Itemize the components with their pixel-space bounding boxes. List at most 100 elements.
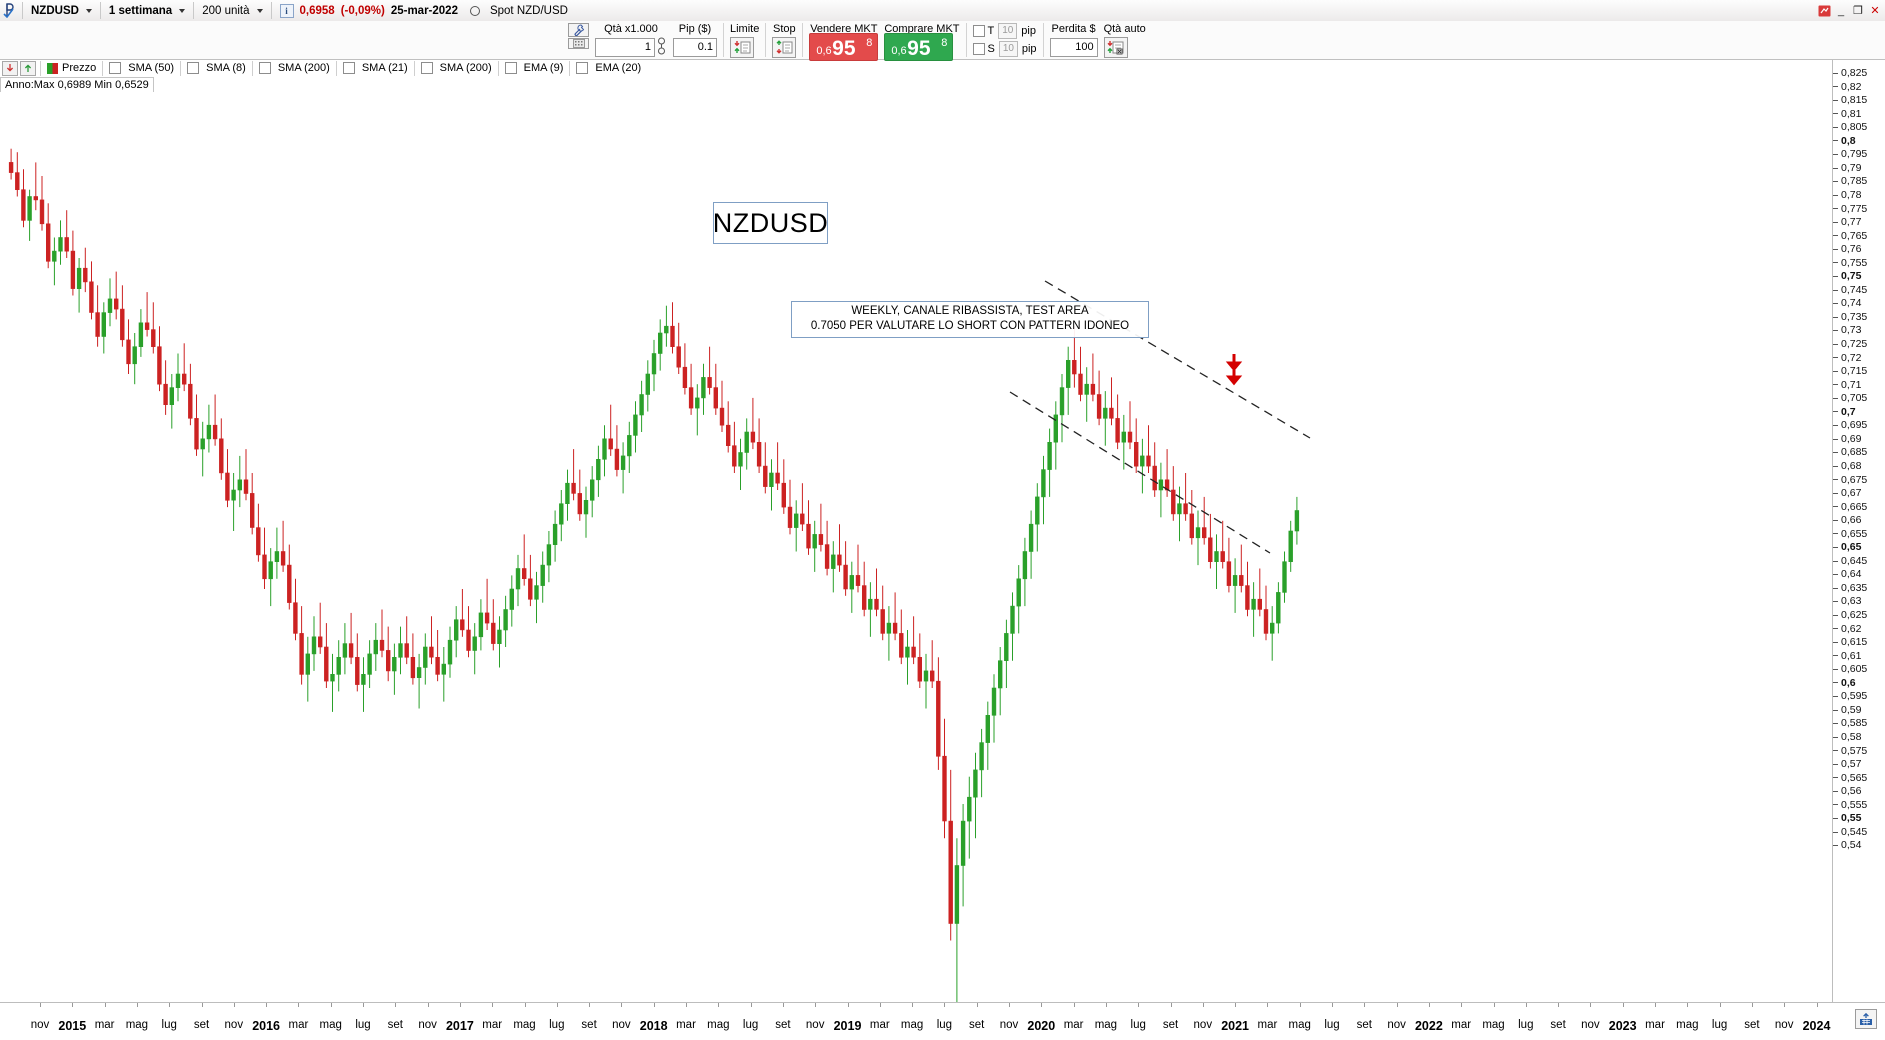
- indicator-checkbox[interactable]: [504, 62, 517, 74]
- price-axis[interactable]: 0,825 0,82 0,815 0,81 0,805 0,8 0,795 0,79 0,785…: [1832, 60, 1885, 1002]
- auto-qty-label: Qtà auto: [1103, 23, 1146, 35]
- price-tick: 0,695: [1833, 420, 1867, 431]
- time-tick-mark: [1525, 1003, 1527, 1007]
- time-tick-mark: [136, 1003, 138, 1007]
- time-tick-mark: [427, 1003, 429, 1007]
- quote-date: 25-mar-2022: [390, 4, 458, 17]
- maximize-button[interactable]: ❐: [1853, 5, 1863, 17]
- price-tick: 0,635: [1833, 582, 1867, 594]
- indicator-checkbox[interactable]: [258, 62, 271, 74]
- price-tick: 0,69: [1833, 433, 1861, 445]
- time-tick-mark: [1655, 1003, 1656, 1007]
- units-selector[interactable]: 200 unità: [196, 1, 268, 20]
- link-icon[interactable]: [656, 37, 667, 58]
- chart-note-box[interactable]: WEEKLY, CANALE RIBASSISTA, TEST AREA 0.7…: [791, 301, 1149, 338]
- price-change: (-0,09%): [340, 4, 385, 17]
- time-tick-mark: [266, 1003, 268, 1007]
- app-badge-icon[interactable]: [1816, 3, 1832, 18]
- price-tick: 0,735: [1833, 311, 1867, 323]
- indicator-checkbox[interactable]: [187, 62, 200, 74]
- quantity-input[interactable]: [595, 37, 655, 57]
- indicator-checkbox[interactable]: [420, 62, 433, 74]
- trailing-s-checkbox[interactable]: [972, 43, 985, 55]
- time-tick-mark: [847, 1003, 849, 1007]
- time-tick-mark: [653, 1003, 655, 1007]
- time-label-year: 2018: [639, 1019, 668, 1033]
- buy-column: Comprare MKT 0,6 95 8: [881, 21, 962, 61]
- time-tick-mark: [72, 1003, 74, 1007]
- info-icon[interactable]: i: [279, 3, 294, 18]
- time-label-month: set: [1550, 1019, 1566, 1031]
- price-tick: 0,795: [1833, 149, 1867, 160]
- price-tick: 0,56: [1833, 786, 1861, 797]
- time-tick-mark: [492, 1003, 494, 1007]
- time-label-month: mag: [707, 1019, 730, 1031]
- divider: [22, 2, 23, 19]
- sell-market-button[interactable]: 0,6 95 8: [809, 33, 879, 61]
- wrench-icon[interactable]: [568, 23, 589, 37]
- price-tick: 0,575: [1833, 745, 1867, 757]
- divider: [1042, 23, 1044, 57]
- price-tick: 0,815: [1833, 95, 1867, 106]
- indicator-item-sma21[interactable]: SMA (21): [335, 60, 414, 76]
- time-label-month: lug: [1518, 1019, 1534, 1031]
- time-label-year: 2016: [252, 1019, 280, 1033]
- indicator-item-sma200a[interactable]: SMA (200): [251, 60, 336, 76]
- scroll-up-icon[interactable]: [20, 60, 36, 76]
- time-tick-mark: [718, 1003, 720, 1007]
- time-tick-mark: [1235, 1003, 1237, 1007]
- time-label-month: lug: [161, 1019, 177, 1031]
- price-tick: 0,545: [1833, 826, 1867, 838]
- time-axis[interactable]: nov 2015 mar mag lug set nov 2016 mar mag lug set no…: [0, 1002, 1885, 1040]
- minimize-button[interactable]: _: [1837, 4, 1845, 17]
- limit-order-icon[interactable]: [730, 36, 754, 58]
- time-tick-mark: [1687, 1003, 1689, 1007]
- indicator-checkbox[interactable]: [342, 62, 355, 74]
- limit-column: Limite: [727, 21, 762, 59]
- time-label-month: lug: [1130, 1019, 1146, 1031]
- indicator-checkbox[interactable]: [576, 62, 589, 74]
- time-tick-mark: [1784, 1003, 1786, 1007]
- pip-input[interactable]: [673, 37, 717, 57]
- calendar-icon[interactable]: [1855, 1009, 1877, 1029]
- scroll-down-icon[interactable]: [2, 60, 18, 76]
- price-tick: 0,82: [1833, 81, 1861, 93]
- time-label-year: 2017: [445, 1019, 474, 1033]
- time-tick-mark: [233, 1003, 235, 1007]
- keypad-icon[interactable]: [568, 38, 589, 49]
- price-tick: 0,65: [1833, 542, 1861, 553]
- indicator-checkbox[interactable]: [109, 62, 122, 74]
- indicator-item-prezzo[interactable]: Prezzo: [40, 60, 102, 76]
- indicator-item-sma200b[interactable]: SMA (200): [413, 60, 498, 76]
- stop-order-icon[interactable]: [772, 36, 797, 58]
- trailing-s-input[interactable]: 10: [998, 41, 1018, 57]
- close-button[interactable]: ✕: [1870, 5, 1880, 17]
- indicator-item-ema20[interactable]: EMA (20): [569, 60, 647, 76]
- timeframe-selector[interactable]: 1 settimana: [103, 1, 191, 20]
- stop-label: Stop: [773, 23, 796, 35]
- price-tick: 0,725: [1833, 339, 1867, 350]
- divider: [193, 2, 195, 19]
- trailing-t-input[interactable]: 10: [998, 23, 1018, 39]
- sell-price-sup: 8: [866, 37, 873, 49]
- indicator-item-sma8[interactable]: SMA (8): [180, 60, 252, 76]
- chart-title-box[interactable]: NZDUSD: [713, 202, 828, 244]
- time-tick-mark: [395, 1003, 397, 1007]
- buy-price-main: 95: [907, 37, 931, 60]
- time-label-month: mar: [1645, 1019, 1665, 1031]
- time-tick-mark: [104, 1003, 106, 1007]
- limit-label: Limite: [730, 23, 760, 35]
- trailing-t-checkbox[interactable]: [972, 25, 985, 37]
- loss-input[interactable]: [1049, 37, 1098, 57]
- price-tick: 0,59: [1833, 704, 1861, 716]
- price-chart[interactable]: NZDUSD WEEKLY, CANALE RIBASSISTA, TEST A…: [0, 92, 1832, 1002]
- time-tick-mark: [1073, 1003, 1075, 1007]
- symbol-selector[interactable]: NZDUSD: [25, 1, 98, 20]
- indicator-item-ema9[interactable]: EMA (9): [497, 60, 570, 76]
- buy-market-button[interactable]: 0,6 95 8: [884, 33, 954, 61]
- time-tick-mark: [621, 1003, 623, 1007]
- indicator-item-sma50[interactable]: SMA (50): [102, 60, 180, 76]
- time-label-month: mar: [1257, 1019, 1278, 1031]
- price-tick: 0,595: [1833, 691, 1867, 702]
- auto-qty-icon[interactable]: [1103, 36, 1128, 58]
